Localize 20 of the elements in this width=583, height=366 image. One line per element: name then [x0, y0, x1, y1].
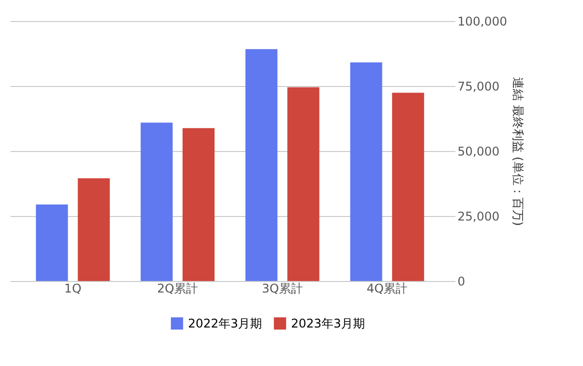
y-tick-label: 100,000	[458, 14, 508, 28]
bar	[36, 204, 68, 281]
x-tick-label: 4Q累計	[366, 282, 408, 296]
bar	[392, 92, 424, 281]
y-tick-label: 0	[458, 274, 466, 288]
y-tick-label: 50,000	[458, 144, 500, 158]
legend-label: 2023年3月期	[291, 316, 366, 330]
legend-label: 2022年3月期	[188, 316, 262, 330]
x-tick-label: 1Q	[64, 282, 82, 296]
bar	[350, 62, 382, 281]
bar	[140, 122, 173, 281]
bar	[245, 49, 278, 281]
y-tick-label: 25,000	[458, 210, 500, 224]
bar	[287, 87, 320, 281]
y-axis-title: 連結 最終利益 (単位：百万)	[511, 77, 526, 226]
x-tick-label: 3Q累計	[262, 282, 303, 296]
y-tick-label: 75,000	[458, 80, 500, 94]
bar	[78, 178, 110, 281]
x-tick-label: 2Q累計	[157, 282, 198, 296]
bar	[182, 128, 215, 281]
